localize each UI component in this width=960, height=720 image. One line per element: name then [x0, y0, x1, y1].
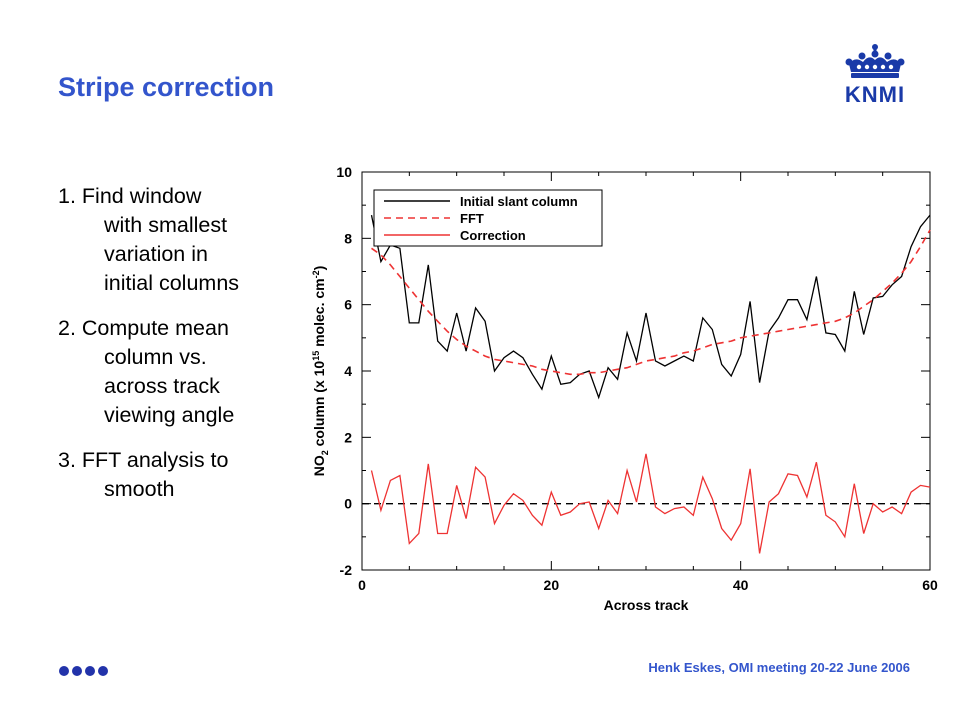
- series-correction: [370, 453, 931, 554]
- y-axis-title: NO2 column (x 1015 molec. cm-2): [311, 266, 330, 477]
- knmi-logo: KNMI: [835, 42, 915, 107]
- step-line: with smallest: [104, 213, 228, 237]
- dot-icon: [98, 666, 108, 676]
- legend-label: Correction: [460, 228, 526, 243]
- legend-label: Initial slant column: [460, 194, 578, 209]
- y-tick-label: 4: [344, 363, 352, 379]
- step-line: smooth: [104, 477, 175, 501]
- slide-title: Stripe correction: [58, 72, 275, 102]
- step-item: 1. Find window with smallest variation in i…: [58, 182, 298, 298]
- footer-credit: Henk Eskes, OMI meeting 20-22 June 2006: [648, 660, 910, 675]
- x-tick-label: 20: [544, 577, 560, 593]
- step-line: across track: [104, 374, 220, 398]
- y-tick-label: -2: [340, 562, 353, 578]
- y-tick-label: 8: [344, 230, 352, 246]
- step-item: 3. FFT analysis to smooth: [58, 446, 298, 504]
- x-tick-label: 0: [358, 577, 366, 593]
- y-tick-label: 0: [344, 496, 352, 512]
- step-line: viewing angle: [104, 403, 235, 427]
- legend-label: FFT: [460, 211, 484, 226]
- x-axis-title: Across track: [604, 597, 689, 613]
- logo-text: KNMI: [844, 82, 906, 107]
- dot-icon: [85, 666, 95, 676]
- step-item: 2. Compute mean column vs. across track vie…: [58, 314, 298, 430]
- step-line: 2. Compute mean: [58, 316, 229, 340]
- footer-dots: [59, 666, 108, 676]
- dot-icon: [59, 666, 69, 676]
- step-line: initial columns: [104, 271, 240, 295]
- steps-list: 1. Find window with smallest variation in i…: [58, 182, 298, 520]
- step-line: 3. FFT analysis to: [58, 448, 229, 472]
- dot-icon: [72, 666, 82, 676]
- step-line: 1. Find window: [58, 184, 202, 208]
- step-line: variation in: [104, 242, 208, 266]
- x-tick-label: 60: [922, 577, 938, 593]
- no2-chart: 0 20 40 60 -2 0 2 4 6 8 10 Initial slant column FFT C…: [311, 164, 938, 613]
- crown-icon: [845, 44, 905, 78]
- step-line: column vs.: [104, 345, 207, 369]
- x-tick-label: 40: [733, 577, 749, 593]
- y-tick-label: 10: [336, 164, 352, 180]
- y-tick-label: 2: [344, 429, 352, 445]
- series-fft: [371, 229, 931, 376]
- y-tick-label: 6: [344, 297, 352, 313]
